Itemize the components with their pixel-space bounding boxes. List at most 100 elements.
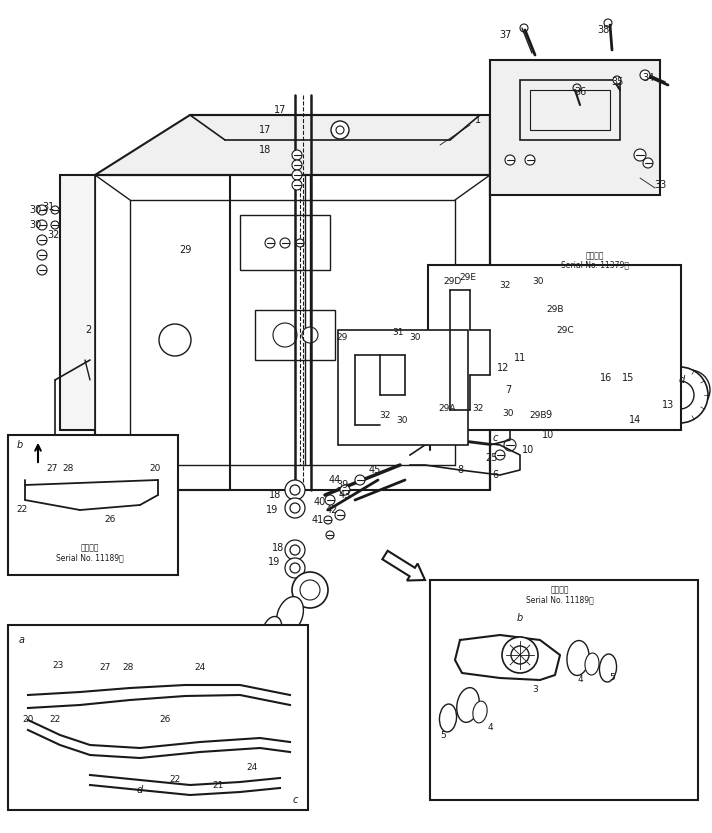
Circle shape [510,395,520,405]
Text: b: b [517,613,523,623]
Circle shape [273,323,297,347]
Circle shape [47,475,59,487]
Circle shape [534,319,546,331]
Ellipse shape [262,616,282,644]
Text: 28: 28 [122,662,134,671]
Text: 7: 7 [505,385,511,395]
Text: 44: 44 [329,475,341,485]
Text: 32: 32 [499,281,511,290]
Circle shape [292,170,302,180]
Bar [530,90,610,130]
Text: 2: 2 [85,325,91,335]
Circle shape [666,381,694,409]
Text: 1: 1 [475,115,481,125]
Text: 10: 10 [542,430,554,440]
Text: 30: 30 [397,416,408,425]
Circle shape [285,558,305,578]
Text: 30: 30 [409,332,421,342]
Circle shape [502,637,538,673]
Text: 13: 13 [662,400,674,410]
Circle shape [640,70,650,80]
Circle shape [139,683,151,695]
Circle shape [336,126,344,134]
Circle shape [504,294,516,306]
Text: 17: 17 [259,125,271,135]
Circle shape [527,387,543,403]
Text: 11: 11 [514,353,526,363]
Text: 39: 39 [336,480,348,490]
Circle shape [51,221,59,229]
Text: 3: 3 [532,686,538,695]
Ellipse shape [276,596,303,633]
Polygon shape [95,115,490,175]
Circle shape [418,418,442,442]
Ellipse shape [473,701,487,723]
Circle shape [37,265,47,275]
Polygon shape [490,60,660,195]
Circle shape [643,158,653,168]
Circle shape [280,238,290,248]
Circle shape [550,335,560,345]
Circle shape [613,76,621,84]
Circle shape [524,399,536,411]
Polygon shape [60,175,95,430]
Circle shape [64,690,76,702]
Circle shape [517,377,553,413]
Circle shape [425,425,435,435]
Text: 22: 22 [16,506,28,515]
Bar [430,580,698,800]
Text: 17: 17 [274,105,286,115]
Text: 30: 30 [29,205,41,215]
Circle shape [302,327,318,343]
Text: c: c [492,433,498,443]
Circle shape [340,485,350,495]
Text: 22: 22 [49,716,61,725]
Text: 31: 31 [392,327,404,337]
Circle shape [265,238,275,248]
Circle shape [355,475,365,485]
Text: 34: 34 [642,73,654,83]
Ellipse shape [457,688,479,722]
Circle shape [224,681,236,693]
Text: 30: 30 [29,220,41,230]
Bar [520,80,620,140]
Text: 35: 35 [612,77,624,87]
Circle shape [124,476,136,488]
Text: Serial No. 11189～: Serial No. 11189～ [526,596,594,605]
Text: 4: 4 [577,676,583,685]
Circle shape [209,680,221,692]
Text: 38: 38 [597,25,609,35]
Ellipse shape [439,704,456,732]
Circle shape [51,206,59,214]
Circle shape [335,510,345,520]
Circle shape [37,250,47,260]
Circle shape [16,722,28,734]
Circle shape [37,205,47,215]
Circle shape [60,474,72,486]
Text: 43: 43 [339,490,351,500]
Text: 29B: 29B [529,411,547,420]
Text: 32: 32 [472,403,483,412]
Circle shape [566,381,584,399]
Text: 適用号機: 適用号機 [551,586,570,595]
Text: 19: 19 [268,557,280,567]
Text: 5: 5 [609,674,615,682]
Text: 24: 24 [246,764,258,772]
Text: 5: 5 [440,731,446,740]
Text: 27: 27 [99,664,110,672]
Circle shape [454,274,466,286]
Circle shape [504,439,516,451]
Text: 14: 14 [629,415,641,425]
Circle shape [525,155,535,165]
Polygon shape [382,551,425,581]
Text: 18: 18 [272,543,284,553]
Circle shape [634,149,646,161]
Text: 24: 24 [194,664,206,672]
Circle shape [494,389,506,401]
Circle shape [576,368,620,412]
Circle shape [326,531,334,539]
Text: 29A: 29A [439,403,456,412]
Circle shape [548,388,562,402]
Ellipse shape [585,653,599,675]
Text: 適用号機: 適用号機 [80,543,99,552]
